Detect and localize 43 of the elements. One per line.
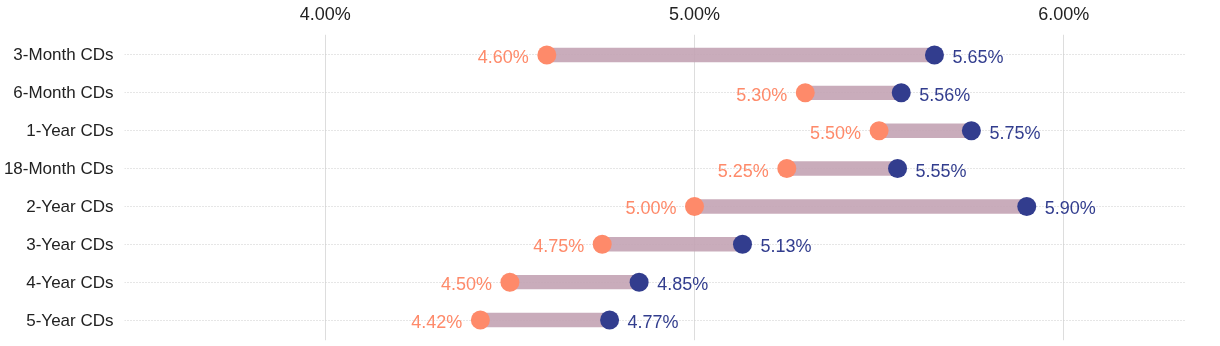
data-label: 5.75% xyxy=(989,122,1041,143)
data-label: 4.75% xyxy=(533,236,585,257)
x-tick-label: 6.00% xyxy=(1038,3,1090,24)
point xyxy=(537,45,557,65)
data-label: 4.60% xyxy=(477,46,529,67)
point xyxy=(891,83,911,103)
point xyxy=(924,45,944,65)
y-tick-label: 6-Month CDs xyxy=(13,83,114,103)
data-label: 4.50% xyxy=(440,274,492,295)
point xyxy=(470,310,490,330)
point xyxy=(777,159,797,179)
point xyxy=(869,121,889,141)
y-tick-label: 5-Year CDs xyxy=(26,310,114,330)
point xyxy=(685,196,704,216)
x-tick-label: 4.00% xyxy=(299,3,351,24)
data-label: 5.25% xyxy=(717,160,769,181)
y-tick-label: 2-Year CDs xyxy=(26,196,114,216)
y-tick-label: 4-Year CDs xyxy=(26,272,114,292)
point xyxy=(500,272,520,292)
x-tick-label: 5.00% xyxy=(668,3,721,24)
point xyxy=(732,234,752,254)
data-label: 5.50% xyxy=(810,122,862,143)
point xyxy=(629,272,649,292)
point xyxy=(888,159,908,179)
data-label: 5.90% xyxy=(1044,198,1096,219)
point xyxy=(600,310,620,330)
y-tick-label: 3-Year CDs xyxy=(26,234,114,254)
data-label: 4.42% xyxy=(411,312,463,333)
point xyxy=(1017,196,1037,216)
point xyxy=(795,83,815,103)
y-tick-label: 1-Year CDs xyxy=(26,121,114,141)
y-tick-label: 3-Month CDs xyxy=(13,45,114,65)
data-label: 5.56% xyxy=(919,84,971,105)
data-label: 4.85% xyxy=(657,274,709,295)
y-tick-label: 18-Month CDs xyxy=(3,159,114,179)
data-label: 5.00% xyxy=(625,198,677,219)
data-label: 5.55% xyxy=(915,160,967,181)
data-label: 5.13% xyxy=(760,236,812,257)
data-label: 5.30% xyxy=(736,84,788,105)
point xyxy=(592,234,612,254)
point xyxy=(961,121,981,141)
data-label: 5.65% xyxy=(952,46,1004,67)
data-label: 4.77% xyxy=(627,312,679,333)
